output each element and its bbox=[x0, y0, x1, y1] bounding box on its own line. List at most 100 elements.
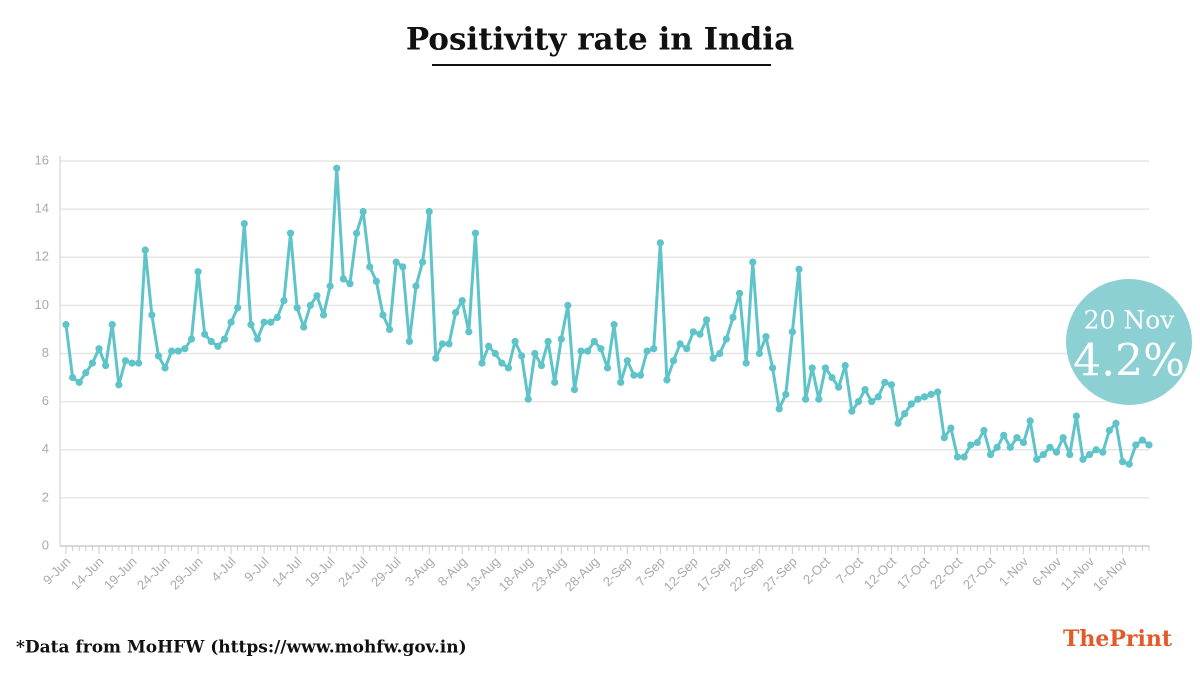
data-point bbox=[848, 407, 856, 415]
data-point bbox=[333, 164, 341, 172]
x-tick-label: 14-Jun bbox=[68, 554, 107, 593]
x-tick-label: 3-Aug bbox=[402, 554, 437, 589]
data-point bbox=[716, 349, 724, 358]
data-point bbox=[564, 301, 572, 309]
data-point bbox=[551, 378, 559, 386]
data-point bbox=[980, 426, 988, 435]
data-point bbox=[821, 364, 830, 372]
data-point bbox=[82, 369, 90, 377]
data-point bbox=[154, 352, 163, 360]
data-point bbox=[927, 390, 935, 399]
x-tick-label: 19-Jul bbox=[302, 554, 338, 590]
data-point bbox=[775, 405, 783, 413]
x-tick-label: 17-Sep bbox=[694, 554, 734, 594]
data-point bbox=[267, 318, 275, 326]
data-point bbox=[518, 352, 526, 360]
data-point bbox=[286, 229, 295, 237]
data-point bbox=[385, 325, 394, 334]
x-tick-label: 11-Nov bbox=[1058, 554, 1098, 594]
data-point bbox=[828, 373, 836, 382]
x-tick-label: 27-Oct bbox=[960, 554, 998, 592]
data-point bbox=[1099, 448, 1107, 456]
data-point bbox=[881, 378, 889, 386]
data-point bbox=[1052, 448, 1061, 456]
data-point bbox=[1000, 431, 1008, 439]
data-point bbox=[953, 453, 962, 461]
data-point bbox=[650, 345, 658, 353]
data-point bbox=[993, 443, 1001, 451]
data-point bbox=[676, 340, 684, 348]
data-point bbox=[597, 345, 605, 353]
y-tick-label: 16 bbox=[35, 152, 49, 167]
data-point bbox=[69, 373, 77, 382]
data-point bbox=[768, 364, 777, 372]
data-point bbox=[148, 311, 156, 319]
data-point bbox=[1105, 426, 1113, 435]
data-point bbox=[874, 393, 882, 401]
data-point bbox=[544, 337, 552, 346]
data-point bbox=[359, 207, 367, 216]
data-point bbox=[187, 335, 196, 343]
data-point bbox=[636, 371, 645, 379]
data-point bbox=[683, 345, 691, 353]
data-point bbox=[260, 318, 268, 326]
data-point bbox=[1072, 412, 1080, 420]
data-point bbox=[947, 424, 955, 432]
data-point bbox=[471, 229, 480, 237]
data-point bbox=[392, 258, 400, 266]
data-point bbox=[273, 313, 281, 322]
data-point bbox=[669, 357, 678, 365]
data-point bbox=[88, 359, 97, 367]
data-point bbox=[735, 289, 744, 297]
data-point bbox=[795, 265, 803, 273]
y-tick-label: 2 bbox=[42, 489, 49, 504]
data-point bbox=[815, 395, 823, 403]
data-point bbox=[755, 349, 763, 358]
data-point bbox=[570, 385, 579, 394]
y-tick-label: 10 bbox=[35, 297, 49, 312]
x-tick-label: 28-Aug bbox=[562, 554, 602, 594]
data-point bbox=[1112, 419, 1120, 427]
data-point bbox=[412, 282, 420, 290]
data-point bbox=[174, 347, 182, 355]
x-tick-label: 27-Sep bbox=[760, 554, 800, 594]
data-point bbox=[656, 239, 664, 247]
data-point bbox=[207, 337, 215, 346]
data-point bbox=[914, 395, 922, 403]
data-point bbox=[696, 330, 704, 338]
chart-title: Positivity rate in India bbox=[406, 22, 794, 58]
data-point bbox=[485, 342, 493, 350]
data-point bbox=[1059, 434, 1067, 442]
x-tick-label: 2-Sep bbox=[600, 554, 635, 589]
data-point bbox=[379, 311, 387, 319]
data-point bbox=[630, 371, 638, 379]
data-point bbox=[418, 258, 427, 266]
data-point bbox=[742, 359, 750, 367]
data-point bbox=[95, 345, 103, 353]
data-point bbox=[201, 330, 209, 338]
data-point bbox=[1125, 460, 1133, 468]
data-point bbox=[557, 335, 565, 343]
brand: ThePrint bbox=[1063, 626, 1173, 652]
data-point bbox=[584, 347, 592, 355]
data-point bbox=[161, 364, 169, 372]
data-point bbox=[623, 357, 631, 365]
data-point bbox=[352, 229, 361, 237]
data-point bbox=[452, 308, 460, 317]
data-point bbox=[1066, 450, 1074, 459]
x-tick-label: 23-Aug bbox=[529, 554, 569, 594]
data-point bbox=[967, 441, 975, 449]
data-point bbox=[835, 383, 843, 391]
x-tick-label: 1-Nov bbox=[996, 554, 1031, 589]
data-point bbox=[135, 359, 143, 367]
data-point bbox=[590, 337, 598, 346]
data-point bbox=[986, 450, 995, 459]
y-tick-label: 4 bbox=[42, 441, 49, 456]
x-tick-label: 24-Jun bbox=[134, 554, 173, 593]
footnote: *Data from MoHFW (https://www.mohfw.gov.… bbox=[16, 638, 467, 658]
x-tick-label: 24-Jul bbox=[335, 554, 371, 590]
data-point bbox=[504, 364, 513, 372]
data-point bbox=[1026, 417, 1034, 425]
data-point bbox=[168, 347, 176, 355]
